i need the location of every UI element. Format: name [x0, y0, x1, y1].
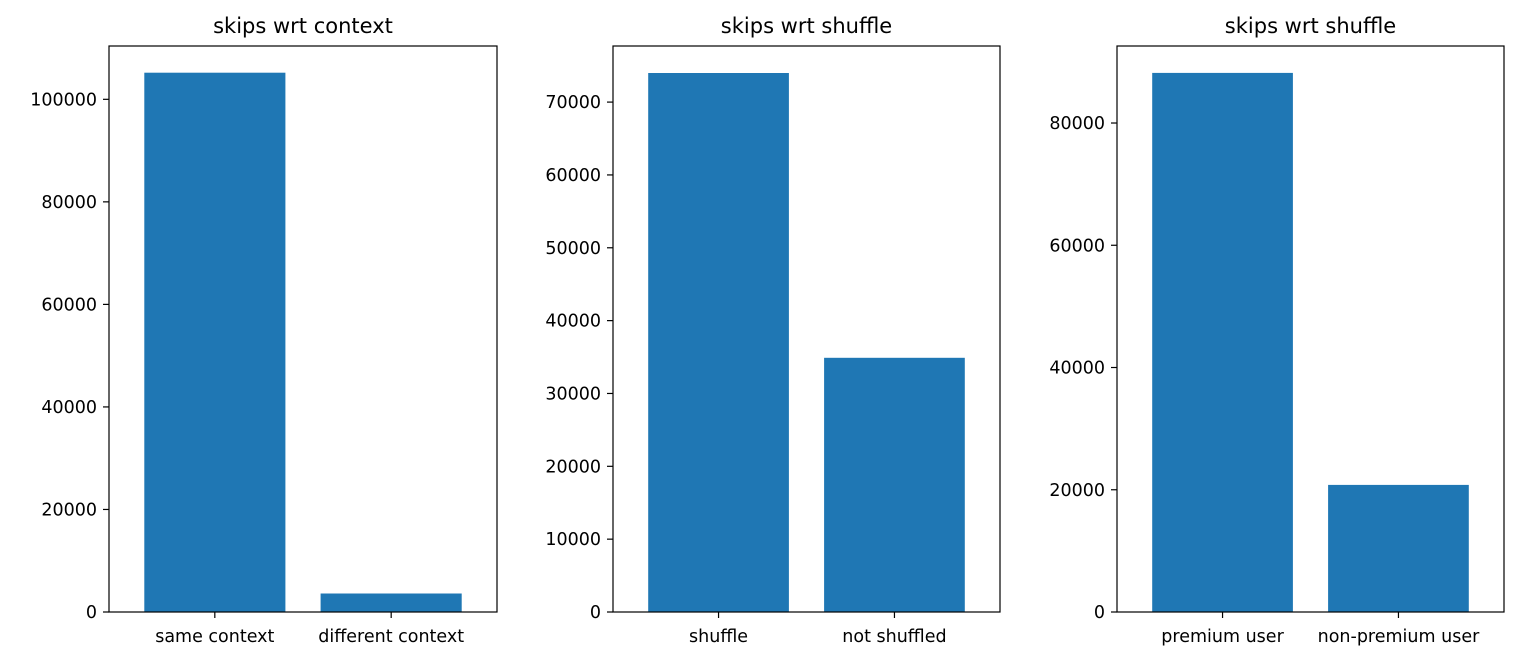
x-tick-label: non-premium user	[1318, 627, 1480, 647]
y-tick-label: 60000	[41, 295, 97, 315]
bar-1	[144, 72, 286, 612]
chart-title: skips wrt shuffle	[721, 14, 892, 38]
bar-1	[648, 73, 789, 612]
x-tick-label: premium user	[1161, 627, 1284, 647]
y-tick-label: 40000	[41, 398, 97, 418]
x-tick-label: not shuffled	[842, 627, 946, 647]
y-tick-label: 80000	[41, 193, 97, 213]
y-tick-label: 50000	[545, 239, 601, 259]
axes-frame	[612, 45, 1001, 613]
bar-2	[1328, 484, 1469, 612]
chart-title: skips wrt context	[213, 14, 393, 38]
y-tick-label: 20000	[545, 457, 601, 477]
axes-frame	[1116, 45, 1505, 613]
axes-frame	[108, 45, 498, 613]
y-tick-label: 70000	[545, 93, 601, 113]
y-tick-label: 20000	[1049, 481, 1105, 501]
y-tick-label: 60000	[1049, 236, 1105, 256]
y-tick-label: 0	[1094, 603, 1105, 623]
y-tick-label: 0	[590, 603, 601, 623]
y-tick-label: 10000	[545, 530, 601, 550]
chart-panel-1: same context different context 0 20000 40000…	[30, 14, 498, 647]
x-tick-label: shuffle	[689, 627, 748, 647]
y-tick-label: 0	[86, 603, 97, 623]
x-tick-label: same context	[155, 627, 274, 647]
y-tick-label: 80000	[1049, 114, 1105, 134]
y-tick-label: 40000	[545, 312, 601, 332]
bar-2	[320, 593, 462, 612]
bar-2	[824, 357, 965, 612]
chart-panel-3: premium user non-premium user 0 20000 40000 6…	[1049, 14, 1505, 647]
chart-title: skips wrt shuffle	[1225, 14, 1396, 38]
bar-1	[1152, 72, 1293, 612]
y-tick-label: 40000	[1049, 359, 1105, 379]
y-tick-label: 30000	[545, 384, 601, 404]
x-tick-label: different context	[318, 627, 464, 647]
chart-panel-2: shuffle not shuffled 0 10000 20000 30000 40000…	[545, 14, 1001, 647]
y-tick-label: 100000	[30, 90, 97, 110]
y-tick-label: 60000	[545, 166, 601, 186]
y-tick-label: 20000	[41, 500, 97, 520]
